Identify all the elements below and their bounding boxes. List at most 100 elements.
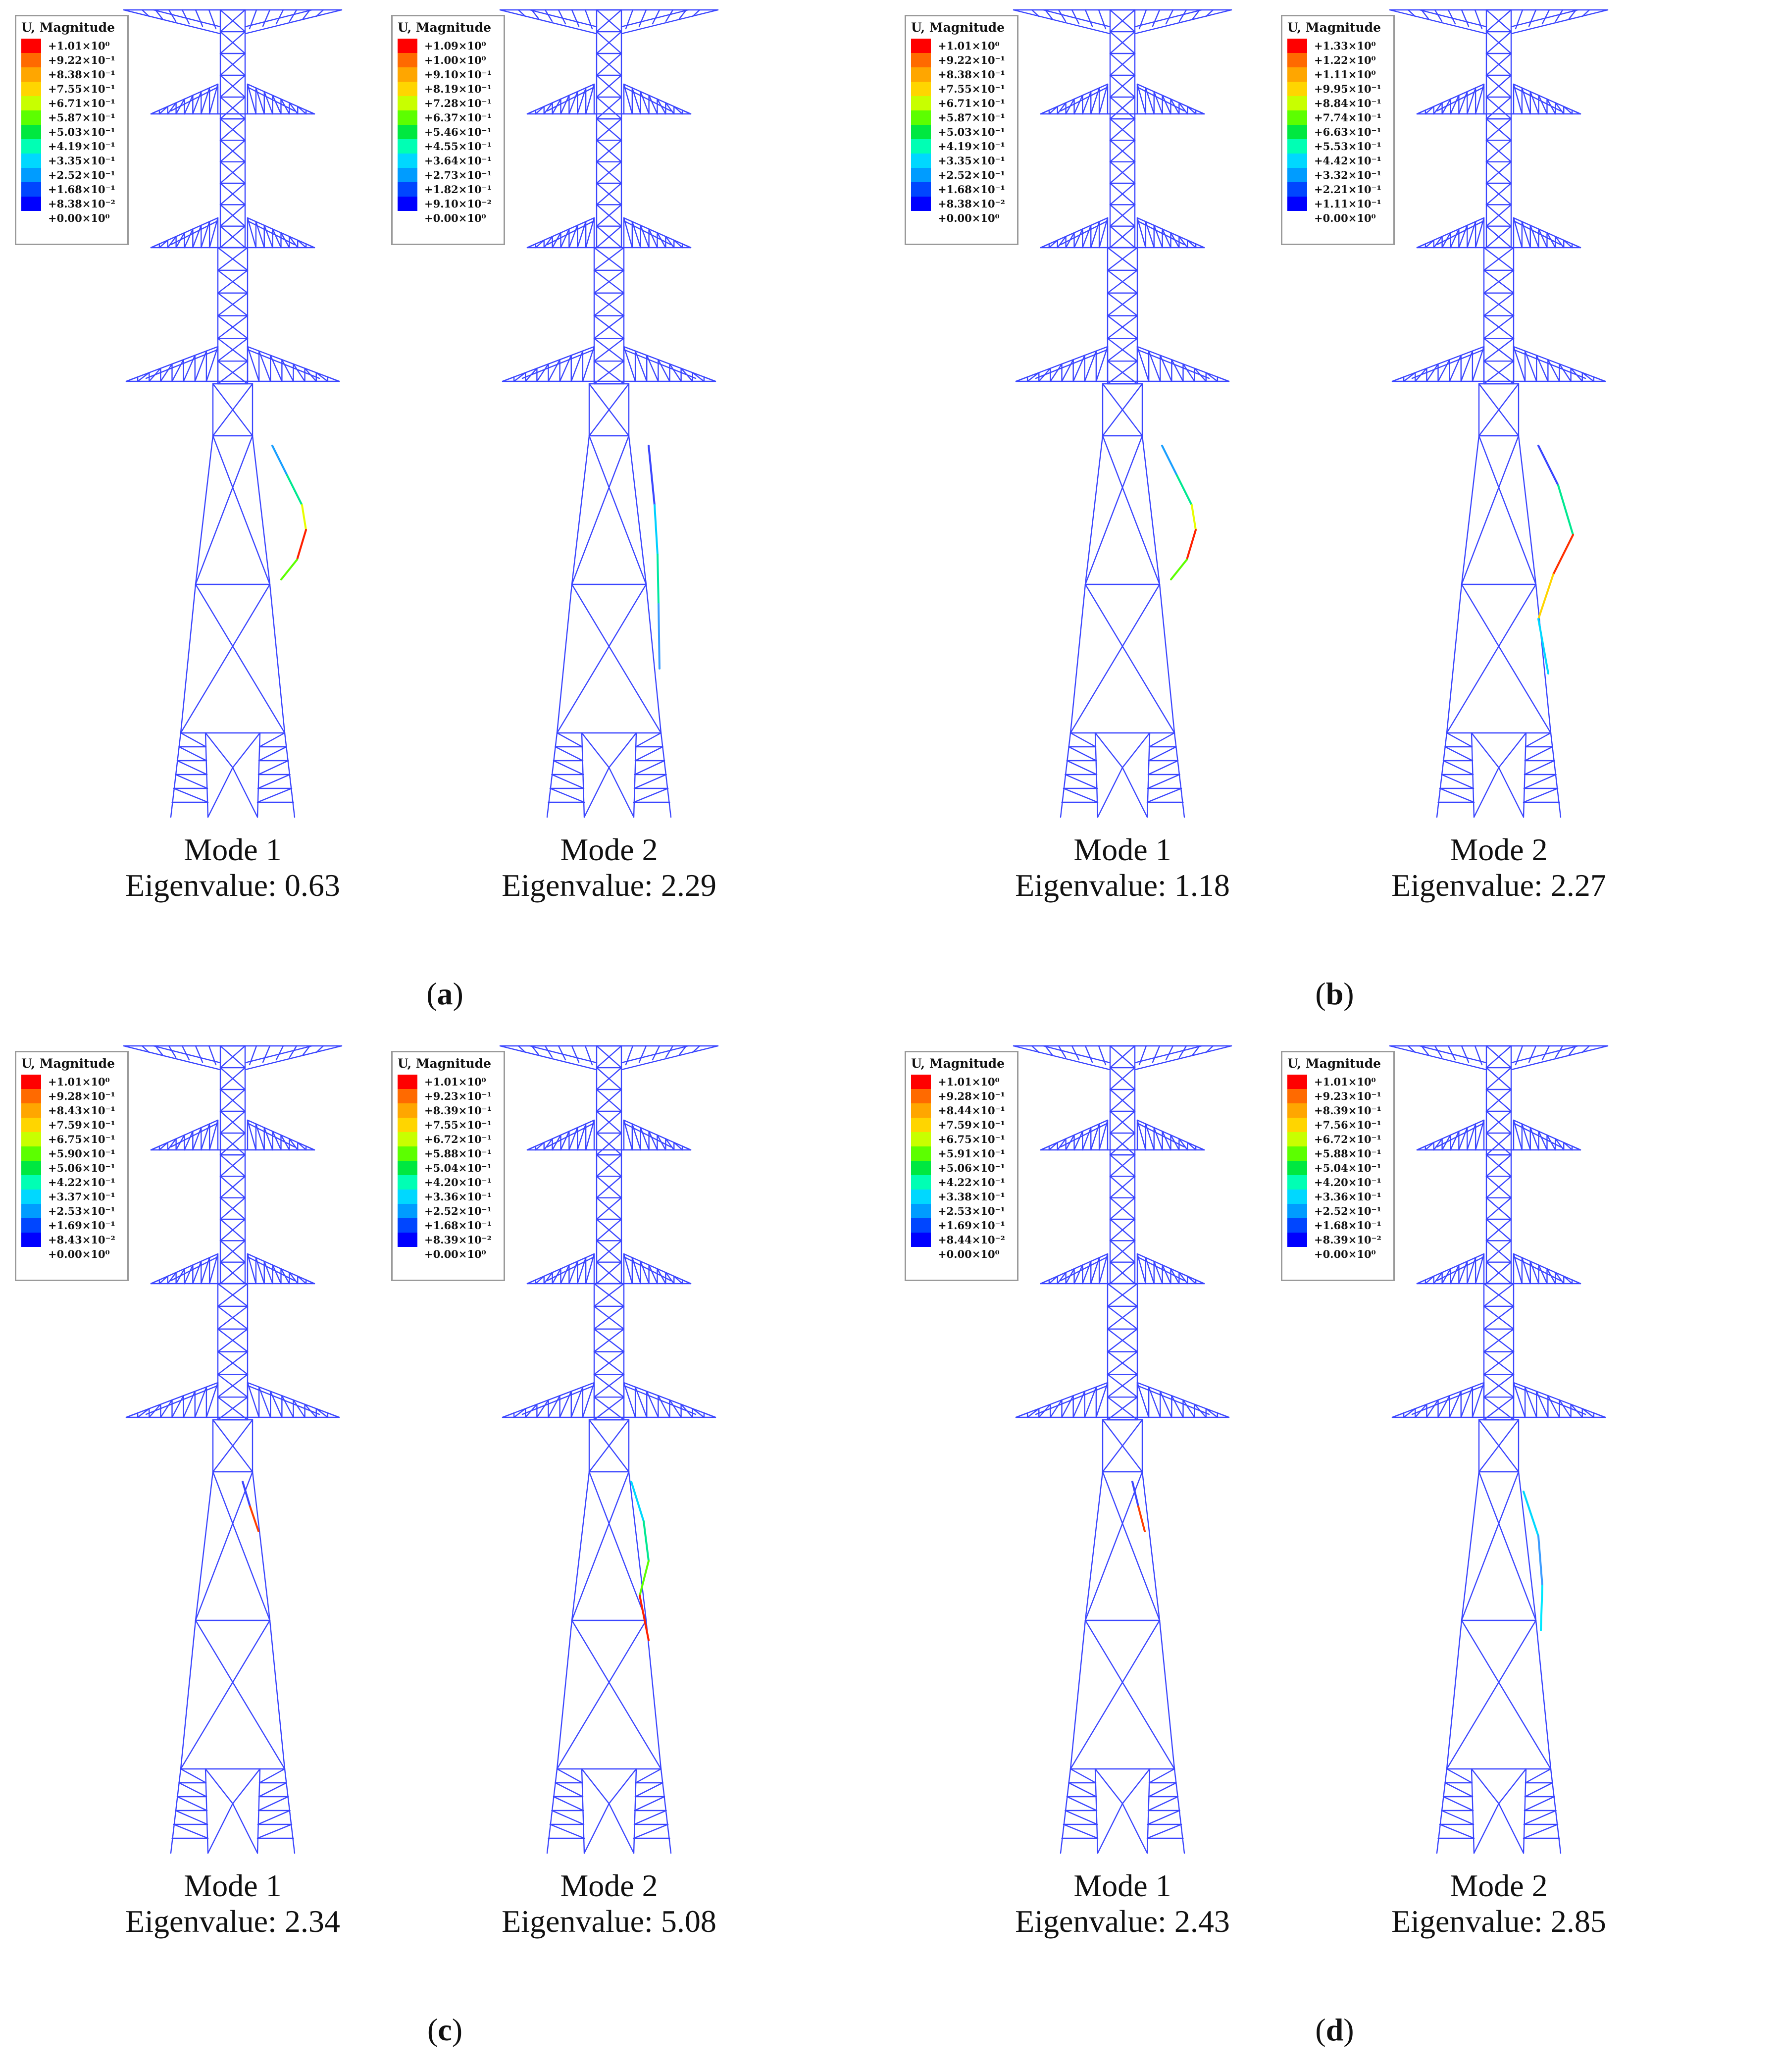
- tower-member: [1525, 1768, 1552, 1784]
- tower-member: [1148, 746, 1177, 762]
- tower-member: [1068, 746, 1097, 762]
- legend-value: +1.00×10⁰: [424, 54, 486, 66]
- tower-member: [588, 435, 647, 585]
- tower-member: [219, 31, 246, 54]
- tower-member: [1437, 1395, 1450, 1418]
- tower-member: [571, 583, 662, 734]
- tower-member: [1176, 474, 1193, 506]
- tower-member: [145, 349, 219, 379]
- tower-member: [646, 355, 659, 382]
- legend-row: +1.01×10⁰: [21, 1075, 123, 1089]
- tower-member: [1205, 9, 1214, 17]
- tower-member: [1571, 109, 1581, 115]
- tower-member: [1555, 1045, 1564, 1058]
- tower-member: [1473, 767, 1500, 818]
- tower-member: [167, 1138, 177, 1151]
- legend-swatch: [911, 39, 931, 53]
- tower-member: [1537, 618, 1549, 674]
- tower-member: [1194, 1403, 1207, 1418]
- tower-member: [1581, 9, 1590, 17]
- mode-label: Mode 1: [184, 832, 282, 867]
- tower-member: [631, 1257, 641, 1285]
- mode-2-view: U, Magnitude +1.33×10⁰ +1.22×10⁰ +1.11×10⁰…: [1276, 0, 1652, 941]
- tower-member: [1109, 1176, 1136, 1198]
- tower-member: [1485, 118, 1512, 141]
- tower-member: [1473, 1803, 1500, 1854]
- tower-member: [289, 1138, 299, 1151]
- tower-member: [552, 1268, 561, 1285]
- tower-member: [596, 1045, 622, 1069]
- legend-row: +7.59×10⁻¹: [21, 1118, 123, 1132]
- tower-member: [577, 1257, 587, 1285]
- tower-member: [585, 1253, 595, 1285]
- legend-swatch: [911, 67, 931, 82]
- displacement-legend: U, Magnitude +1.33×10⁰ +1.22×10⁰ +1.11×10⁰…: [1281, 15, 1395, 245]
- tower-member: [588, 383, 630, 437]
- tower-member: [1441, 774, 1475, 789]
- tower-member: [1563, 1275, 1573, 1285]
- legend-title: U, Magnitude: [911, 1056, 1005, 1071]
- tower-member: [1513, 1253, 1523, 1285]
- legend-row: +1.01×10⁰: [1287, 1075, 1389, 1089]
- legend-swatch: [1287, 154, 1307, 168]
- tower-member: [1136, 349, 1210, 379]
- tower-member: [584, 1045, 593, 1066]
- tower-member: [1107, 269, 1138, 294]
- mode-label: Mode 2: [560, 1868, 658, 1903]
- tower-member: [1148, 1386, 1161, 1418]
- tower-member: [256, 787, 293, 803]
- tower-member: [1415, 367, 1427, 382]
- tower-member: [1483, 247, 1515, 271]
- tower-member: [219, 1067, 246, 1090]
- tower-member: [1439, 787, 1475, 803]
- tower-member: [593, 1305, 625, 1330]
- tower-member: [1159, 1619, 1175, 1770]
- tower-member: [1521, 1257, 1531, 1285]
- tower-member: [654, 504, 659, 556]
- legend-swatch: [911, 1204, 931, 1218]
- tower-member: [123, 9, 221, 35]
- legend-swatch: [398, 139, 417, 154]
- tower-member: [219, 161, 246, 184]
- tower-member: [1069, 1768, 1097, 1784]
- tower-member: [1444, 746, 1474, 762]
- tower-member: [1109, 161, 1136, 184]
- tower-member: [208, 1045, 217, 1066]
- tower-member: [1513, 346, 1526, 382]
- tower-member: [1109, 9, 1136, 33]
- tower-member: [1513, 349, 1586, 379]
- tower-member: [173, 1823, 209, 1839]
- tower-member: [555, 746, 584, 762]
- tower-member: [180, 583, 197, 734]
- legend-row: +1.00×10⁰: [398, 53, 500, 67]
- legend-swatch: [1287, 96, 1307, 110]
- tower-member: [1194, 367, 1207, 382]
- legend-swatch: [911, 168, 931, 182]
- tower-member: [1109, 1261, 1136, 1285]
- legend-value: +4.22×10⁻¹: [48, 1176, 115, 1189]
- tower-member: [1449, 1391, 1462, 1418]
- tower-member: [1461, 1045, 1470, 1063]
- tower-member: [1063, 1823, 1099, 1839]
- legend-row: +6.37×10⁻¹: [398, 110, 500, 125]
- tower-member: [180, 1619, 271, 1770]
- tower-member: [263, 224, 273, 249]
- legend-row: +1.01×10⁰: [911, 39, 1013, 53]
- tower-member: [1460, 1386, 1474, 1418]
- legend-swatch: [911, 1233, 931, 1247]
- tower-member: [1389, 9, 1487, 35]
- tower-member: [1444, 1782, 1474, 1798]
- legend-row: +8.39×10⁻¹: [1287, 1103, 1389, 1118]
- legend-swatch: [21, 1089, 41, 1103]
- tower-member: [1498, 767, 1525, 818]
- legend-row: +1.68×10⁻¹: [398, 1218, 500, 1233]
- tower-member: [150, 1279, 160, 1285]
- tower-member: [1521, 221, 1531, 249]
- legend-value: +2.73×10⁻¹: [424, 169, 492, 181]
- legend-swatch: [398, 1218, 417, 1233]
- legend-swatch: [398, 1089, 417, 1103]
- tower-member: [1524, 760, 1555, 776]
- tower-member: [643, 1520, 650, 1562]
- tower-member: [1537, 573, 1554, 620]
- tower-member: [1121, 732, 1151, 769]
